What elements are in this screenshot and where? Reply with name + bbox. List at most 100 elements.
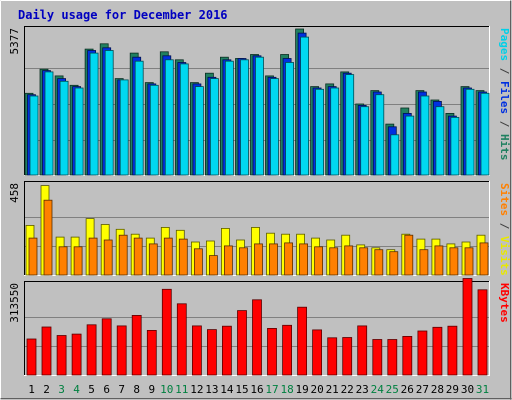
bar-pages-day-25 xyxy=(390,134,400,176)
x-tick-label-day-24: 24 xyxy=(371,383,385,396)
panel-visits-legend-part-1: / xyxy=(498,216,511,236)
chart-title: Daily usage for December 2016 xyxy=(18,8,228,22)
x-tick-label-day-16: 16 xyxy=(250,383,263,396)
bar-kbytes-day-10 xyxy=(161,288,172,376)
panel-traffic-legend: Pages / Files / Hits xyxy=(498,28,511,161)
bar-sites-day-25 xyxy=(389,251,399,276)
bar-kbytes-day-3 xyxy=(56,335,67,376)
bar-kbytes-day-26 xyxy=(402,335,413,376)
bar-pages-day-21 xyxy=(330,87,340,176)
x-tick-label-day-17: 17 xyxy=(265,383,278,396)
x-tick-label-day-20: 20 xyxy=(310,383,323,396)
bar-sites-day-4 xyxy=(73,246,83,276)
x-tick-label-day-26: 26 xyxy=(401,383,414,396)
bar-sites-day-8 xyxy=(133,237,143,276)
bar-pages-day-5 xyxy=(89,52,99,176)
bar-pages-day-28 xyxy=(435,106,445,176)
bar-sites-day-12 xyxy=(193,248,203,276)
bar-kbytes-day-17 xyxy=(267,327,277,376)
bar-sites-day-19 xyxy=(299,243,309,276)
panel-visits: 458 Sites / Visits xyxy=(8,181,511,276)
panel-kbytes-ymax-label: 313550 xyxy=(8,283,21,323)
x-tick-label-day-27: 27 xyxy=(416,383,429,396)
bar-pages-day-23 xyxy=(360,106,370,176)
bar-pages-day-27 xyxy=(420,95,430,176)
bar-pages-day-30 xyxy=(465,88,475,176)
bar-pages-day-31 xyxy=(480,92,490,176)
bar-sites-day-28 xyxy=(434,245,444,276)
panel-traffic-legend-part-0: Pages xyxy=(498,28,511,61)
bar-sites-day-1 xyxy=(28,237,38,276)
x-tick-label-day-5: 5 xyxy=(88,383,95,396)
bar-pages-day-7 xyxy=(119,79,129,176)
x-tick-label-day-9: 9 xyxy=(148,383,155,396)
bar-kbytes-day-29 xyxy=(447,325,458,376)
panel-traffic-ymax-label: 5377 xyxy=(8,28,21,55)
bar-kbytes-day-28 xyxy=(432,326,443,376)
bar-pages-day-26 xyxy=(405,115,415,176)
panel-traffic-series-pages xyxy=(29,36,490,176)
bar-sites-day-7 xyxy=(118,234,128,276)
bar-sites-day-2 xyxy=(43,199,53,276)
bar-sites-day-3 xyxy=(58,246,68,276)
bar-kbytes-day-7 xyxy=(116,325,127,376)
bar-pages-day-9 xyxy=(149,84,159,176)
chart-panels: 5377 Pages / Files / Hits 458 Sites / Visit… xyxy=(8,26,511,376)
bar-kbytes-day-2 xyxy=(41,326,52,376)
panel-visits-legend-part-0: Sites xyxy=(498,183,511,216)
x-tick-label-day-3: 3 xyxy=(58,383,65,396)
bar-sites-day-31 xyxy=(479,242,489,276)
bar-pages-day-3 xyxy=(59,80,69,176)
panel-traffic-legend-part-1: / xyxy=(498,61,511,81)
bar-kbytes-day-15 xyxy=(237,310,247,376)
x-tick-label-day-22: 22 xyxy=(341,383,354,396)
bar-sites-day-20 xyxy=(314,246,324,276)
bar-pages-day-8 xyxy=(134,60,144,176)
panel-visits-legend: Sites / Visits xyxy=(498,183,511,276)
bar-sites-day-18 xyxy=(284,242,294,276)
x-tick-label-day-23: 23 xyxy=(356,383,369,396)
bar-kbytes-day-22 xyxy=(342,337,353,376)
bar-pages-day-1 xyxy=(29,95,39,176)
bar-sites-day-30 xyxy=(464,247,474,276)
bar-pages-day-15 xyxy=(240,59,249,176)
bar-sites-day-6 xyxy=(103,239,113,276)
bar-kbytes-day-21 xyxy=(327,337,338,376)
bar-kbytes-day-18 xyxy=(282,324,293,376)
panel-kbytes: 313550 KBytes xyxy=(8,278,511,376)
x-tick-label-day-28: 28 xyxy=(431,383,444,396)
bar-sites-day-11 xyxy=(178,238,188,276)
x-tick-label-day-4: 4 xyxy=(73,383,80,396)
panel-visits-legend-part-2: Visits xyxy=(498,236,511,276)
x-tick-label-day-29: 29 xyxy=(446,383,459,396)
bar-pages-day-22 xyxy=(345,74,355,176)
x-tick-label-day-6: 6 xyxy=(103,383,110,396)
x-tick-label-day-15: 15 xyxy=(235,383,248,396)
bar-sites-day-14 xyxy=(223,245,233,276)
bar-sites-day-23 xyxy=(359,247,369,276)
panel-kbytes-legend: KBytes xyxy=(498,283,511,323)
x-tick-label-day-31: 31 xyxy=(476,383,489,396)
bar-pages-day-11 xyxy=(179,63,189,176)
bar-pages-day-6 xyxy=(104,50,114,176)
bar-pages-day-12 xyxy=(194,86,204,176)
bar-kbytes-day-1 xyxy=(26,338,37,376)
bar-sites-day-13 xyxy=(208,255,218,276)
x-tick-label-day-10: 10 xyxy=(160,383,173,396)
panel-visits-ymax-label: 458 xyxy=(8,183,21,203)
bar-sites-day-17 xyxy=(269,243,278,276)
bar-pages-day-13 xyxy=(209,78,219,176)
bar-kbytes-day-11 xyxy=(176,303,187,376)
panel-kbytes-legend-part-0: KBytes xyxy=(498,283,511,323)
bar-sites-day-10 xyxy=(163,237,173,276)
bar-pages-day-16 xyxy=(255,56,264,176)
x-tick-label-day-12: 12 xyxy=(190,383,203,396)
x-tick-label-day-2: 2 xyxy=(43,383,50,396)
x-tick-label-day-7: 7 xyxy=(118,383,125,396)
bar-kbytes-day-24 xyxy=(372,339,383,376)
bar-kbytes-day-20 xyxy=(312,329,323,376)
bar-kbytes-day-5 xyxy=(86,324,97,376)
bar-pages-day-4 xyxy=(74,87,84,176)
bar-kbytes-day-9 xyxy=(146,329,157,376)
bar-kbytes-day-12 xyxy=(191,325,202,376)
